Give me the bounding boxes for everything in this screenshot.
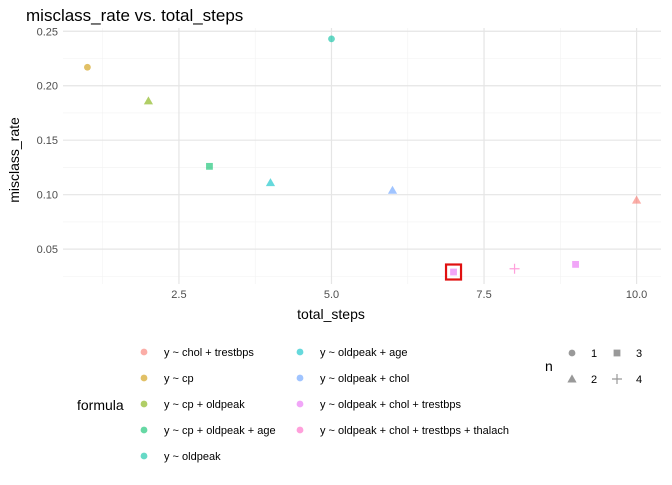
legend-n-title: n [545, 358, 553, 374]
data-point [265, 178, 276, 187]
legend-formula-label: y ~ oldpeak [164, 451, 221, 463]
legend-formula-label: y ~ oldpeak + age [320, 347, 407, 359]
legend-formula-items: y ~ chol + trestbps y ~ cp y ~ cp + oldpea… [140, 347, 509, 463]
data-point [631, 195, 642, 204]
data-point [328, 35, 335, 43]
y-tick-labels: 0.05 0.10 0.15 0.20 0.25 [37, 26, 58, 256]
legend-n-label: 1 [591, 348, 597, 360]
legend-formula-key [296, 426, 304, 434]
legend-formula-key [296, 348, 304, 356]
legend-formula-key [140, 452, 148, 460]
legend-formula-key [140, 400, 148, 408]
highlight-box [444, 263, 463, 281]
legend-n-label: 4 [636, 374, 642, 386]
x-tick-labels: 2.5 5.0 7.5 10.0 [171, 289, 647, 301]
legend-formula-label: y ~ cp + oldpeak [164, 399, 245, 411]
legend-formula-key [296, 374, 304, 382]
data-points [84, 35, 642, 281]
legend-n-key [567, 374, 577, 383]
legend-n-key [568, 349, 576, 357]
legend-formula-label: y ~ chol + trestbps [164, 347, 254, 359]
legend-formula-label: y ~ oldpeak + chol [320, 373, 409, 385]
legend-formula-label: y ~ oldpeak + chol + trestbps [320, 399, 461, 411]
data-point [509, 263, 520, 274]
data-point [387, 185, 398, 194]
legend-formula-label: y ~ cp + oldpeak + age [164, 425, 276, 437]
legend-formula-label: y ~ cp [164, 373, 194, 385]
grid [63, 28, 661, 284]
x-tick-label: 5.0 [324, 289, 339, 301]
data-point [572, 260, 579, 268]
x-tick-label: 2.5 [171, 289, 186, 301]
legend-n-label: 2 [591, 374, 597, 386]
legend-formula-key [140, 426, 148, 434]
y-tick-label: 0.15 [37, 135, 58, 147]
x-axis-label: total_steps [297, 306, 365, 322]
y-axis-label: misclass_rate [6, 117, 22, 203]
y-tick-label: 0.10 [37, 190, 58, 202]
legend-n-items: 1 2 3 4 [567, 348, 642, 386]
legend-formula-key [140, 374, 148, 382]
data-point [143, 96, 154, 105]
data-point [450, 268, 457, 276]
y-tick-label: 0.05 [37, 244, 58, 256]
data-point [206, 162, 213, 170]
legend-formula-key [296, 400, 304, 408]
y-tick-label: 0.20 [37, 81, 58, 93]
x-tick-label: 10.0 [626, 289, 647, 301]
legend-n-label: 3 [636, 348, 642, 360]
legend-formula-label: y ~ oldpeak + chol + trestbps + thalach [320, 425, 509, 437]
chart-title: misclass_rate vs. total_steps [26, 6, 243, 25]
legend-formula-key [140, 348, 148, 356]
legend-formula-title: formula [77, 397, 124, 413]
data-point [84, 63, 91, 71]
legend-n-key [612, 374, 622, 384]
legend: formula y ~ chol + trestbps y ~ cp y ~ cp … [77, 347, 642, 463]
x-tick-label: 7.5 [476, 289, 491, 301]
y-tick-label: 0.25 [37, 26, 58, 38]
legend-n-key [613, 349, 621, 357]
